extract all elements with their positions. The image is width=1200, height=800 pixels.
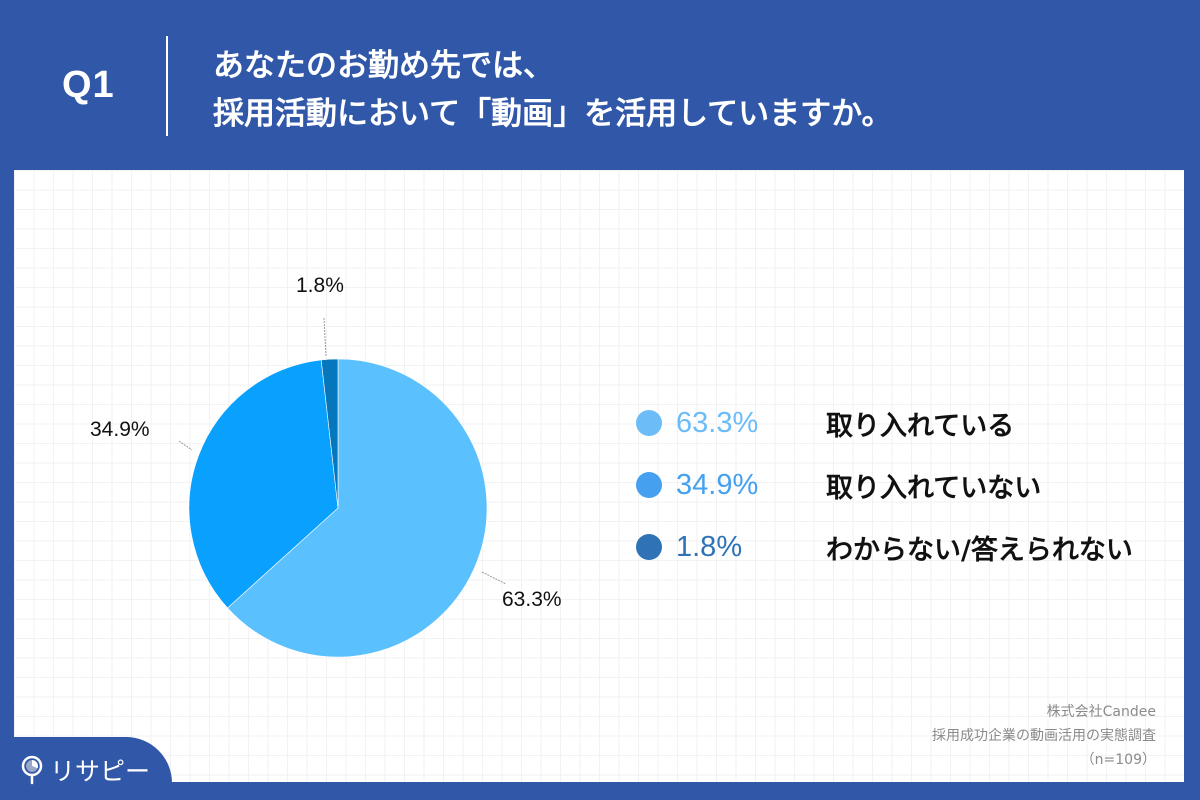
legend-percent: 1.8% <box>676 530 743 563</box>
legend-dot-icon <box>636 410 662 436</box>
legend-dot-icon <box>636 472 662 498</box>
pie-slice-no <box>188 359 339 609</box>
bottom-bar <box>0 782 1200 800</box>
brand-name: リサピー <box>50 757 151 786</box>
legend: 63.3% 取り入れている 34.9% 取り入れていない 1.8% わからない/… <box>636 392 1133 578</box>
legend-item-yes: 63.3% 取り入れている <box>636 392 1133 454</box>
legend-item-unknown: 1.8% わからない/答えられない <box>636 516 1133 578</box>
legend-percent: 63.3% <box>676 406 759 439</box>
leader-line-no <box>178 440 193 451</box>
legend-label: 取り入れていない <box>826 472 1042 504</box>
header-divider <box>166 36 168 136</box>
pie-chart <box>178 317 507 658</box>
question-title: あなたのお勤め先では、 採用活動において「動画」を活用していますか。 <box>213 42 893 138</box>
pie-slice-yes <box>227 358 488 658</box>
brand-logo: リサピー <box>20 752 150 788</box>
source-company: 株式会社Candee <box>1046 704 1156 720</box>
source-survey: 採用成功企業の動画活用の実態調査 <box>932 728 1156 744</box>
legend-dot-icon <box>636 534 662 560</box>
question-line-2: 採用活動において「動画」を活用していますか。 <box>213 96 893 132</box>
chart-panel: 1.8% 34.9% 63.3% 63.3% 取り入れている 34.9% 取り入… <box>14 170 1184 782</box>
legend-label: わからない/答えられない <box>826 534 1133 566</box>
pie-label-yes: 63.3% <box>502 588 562 611</box>
pie-label-unknown: 1.8% <box>296 274 344 297</box>
magnifier-pie-icon <box>21 755 43 785</box>
source-sample-size: （n=109） <box>1080 752 1156 768</box>
leader-line-yes <box>481 571 507 585</box>
question-line-1: あなたのお勤め先では、 <box>213 48 554 84</box>
question-number: Q1 <box>62 64 115 106</box>
legend-item-no: 34.9% 取り入れていない <box>636 454 1133 516</box>
header: Q1 あなたのお勤め先では、 採用活動において「動画」を活用していますか。 <box>0 0 1200 170</box>
source-note: 株式会社Candee 採用成功企業の動画活用の実態調査 （n=109） <box>932 700 1156 772</box>
legend-label: 取り入れている <box>826 410 1015 442</box>
leader-line-unknown <box>323 317 327 357</box>
legend-percent: 34.9% <box>676 468 759 501</box>
pie-slice-unknown <box>320 358 339 509</box>
pie-label-no: 34.9% <box>90 418 150 441</box>
